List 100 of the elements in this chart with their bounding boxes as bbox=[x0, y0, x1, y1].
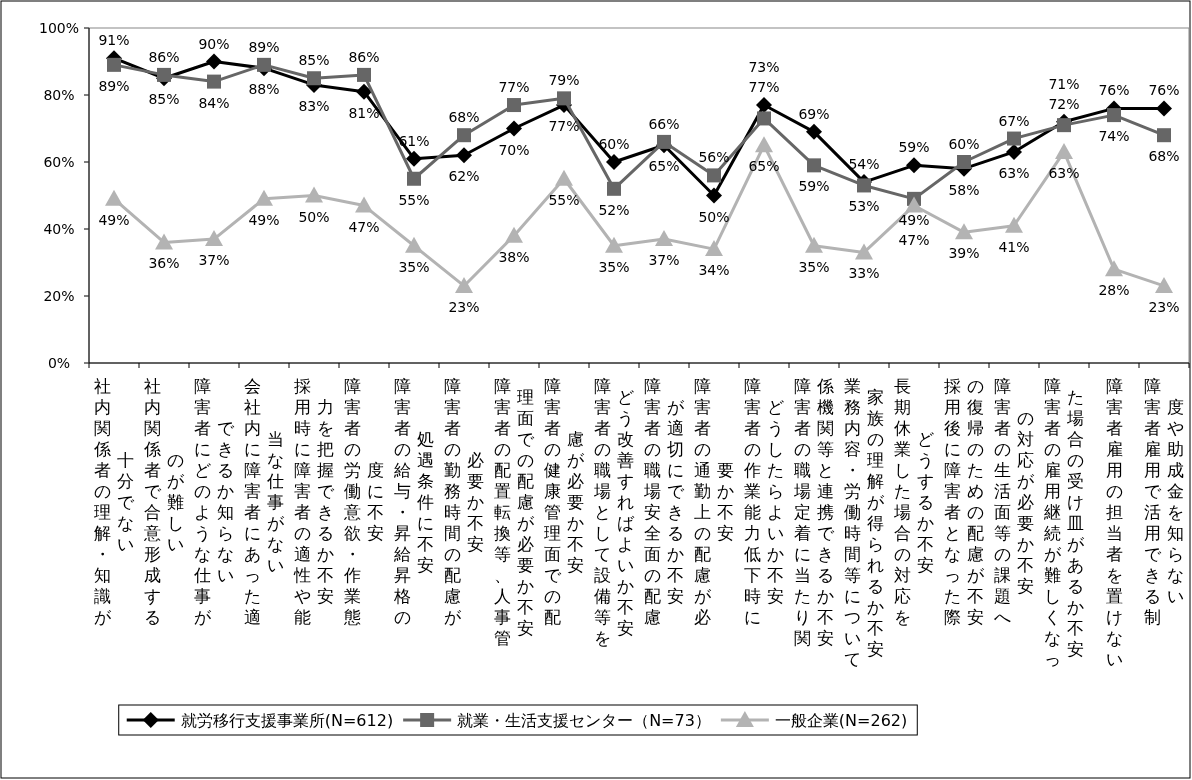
point bbox=[206, 53, 222, 70]
point bbox=[706, 187, 722, 204]
data-label: 89% bbox=[248, 38, 280, 55]
point bbox=[805, 236, 823, 253]
data-label: 56% bbox=[698, 149, 730, 166]
point bbox=[857, 178, 871, 193]
point bbox=[405, 236, 423, 253]
data-label: 28% bbox=[1098, 282, 1130, 299]
data-label: 77% bbox=[498, 79, 530, 96]
data-label: 59% bbox=[898, 139, 930, 156]
data-label: 89% bbox=[98, 77, 130, 94]
point bbox=[1005, 216, 1023, 233]
point bbox=[1156, 100, 1172, 117]
data-label: 41% bbox=[998, 238, 1030, 255]
point bbox=[506, 120, 522, 137]
legend-label: 就労移行支援事業所(N=612) bbox=[180, 711, 394, 730]
point bbox=[707, 168, 721, 183]
data-label: 36% bbox=[148, 255, 180, 272]
point bbox=[205, 230, 223, 247]
data-label: 49% bbox=[898, 211, 930, 228]
category-label: 障害者の職場定着に当たり関係機関等と連携できるか不安 bbox=[794, 376, 834, 648]
point bbox=[905, 196, 923, 213]
data-label: 76% bbox=[1098, 82, 1130, 99]
point bbox=[705, 240, 723, 257]
point bbox=[455, 276, 473, 293]
category-label: 障害者にどのような仕事ができるか知らない bbox=[194, 376, 234, 627]
data-label: 68% bbox=[1148, 148, 1180, 165]
data-label: 79% bbox=[548, 72, 580, 89]
data-label: 55% bbox=[398, 191, 430, 208]
y-tick-label: 80% bbox=[43, 87, 75, 103]
category-label: 障害者の職場安全面の配慮が適切にできるか不安 bbox=[644, 376, 684, 627]
point bbox=[105, 189, 123, 206]
data-label: 65% bbox=[748, 158, 780, 175]
point bbox=[357, 67, 371, 82]
data-label: 62% bbox=[448, 168, 480, 185]
data-label: 66% bbox=[648, 115, 680, 132]
point bbox=[655, 230, 673, 247]
data-label: 47% bbox=[348, 218, 380, 235]
point bbox=[257, 57, 271, 72]
data-label: 86% bbox=[348, 48, 380, 65]
data-label: 67% bbox=[998, 112, 1030, 129]
data-label: 37% bbox=[648, 252, 680, 269]
data-label: 23% bbox=[1148, 298, 1180, 315]
data-label: 77% bbox=[748, 79, 780, 96]
category-label: 障害者雇用の担当者を置けない bbox=[1105, 376, 1123, 669]
point bbox=[1105, 260, 1123, 277]
data-label: 38% bbox=[498, 248, 530, 265]
point bbox=[356, 83, 372, 100]
data-label: 83% bbox=[298, 97, 330, 114]
data-label: 63% bbox=[1048, 164, 1080, 181]
data-label: 84% bbox=[198, 94, 230, 111]
point bbox=[1057, 118, 1071, 133]
data-label: 60% bbox=[948, 136, 980, 152]
point bbox=[406, 150, 422, 167]
point bbox=[555, 169, 573, 186]
data-label: 85% bbox=[148, 91, 180, 108]
point bbox=[906, 157, 922, 174]
legend-label: 就業・生活支援センター（N=73） bbox=[457, 711, 711, 730]
point bbox=[1006, 143, 1022, 160]
point bbox=[255, 189, 273, 206]
data-label: 59% bbox=[798, 178, 830, 195]
point bbox=[155, 233, 173, 250]
data-label: 68% bbox=[448, 109, 480, 126]
data-label: 77% bbox=[548, 118, 580, 135]
point bbox=[607, 181, 621, 196]
point bbox=[1007, 131, 1021, 146]
data-label: 90% bbox=[198, 35, 230, 52]
point bbox=[955, 223, 973, 240]
data-label: 74% bbox=[1098, 128, 1130, 145]
data-label: 49% bbox=[248, 211, 280, 228]
point bbox=[407, 171, 421, 186]
point bbox=[157, 67, 171, 82]
point bbox=[305, 186, 323, 203]
data-label: 91% bbox=[98, 32, 130, 49]
y-tick-label: 20% bbox=[43, 288, 75, 304]
data-label: 39% bbox=[948, 245, 980, 262]
data-label: 58% bbox=[948, 181, 980, 198]
data-label: 71% bbox=[1048, 75, 1080, 92]
data-label: 50% bbox=[698, 208, 730, 225]
point bbox=[807, 158, 821, 173]
point bbox=[355, 196, 373, 213]
point bbox=[457, 128, 471, 143]
data-label: 65% bbox=[648, 158, 680, 175]
point bbox=[1055, 142, 1073, 159]
data-label: 23% bbox=[448, 298, 480, 315]
category-label: 障害者の労働意欲・作業態度に不安 bbox=[344, 376, 384, 627]
category-label: 障害者の作業能力低下時にどうしたらよいか不安 bbox=[744, 376, 784, 627]
point bbox=[605, 236, 623, 253]
point bbox=[755, 136, 773, 153]
data-label: 55% bbox=[548, 191, 580, 208]
data-label: 86% bbox=[148, 48, 180, 65]
data-label: 37% bbox=[198, 252, 230, 269]
point bbox=[756, 97, 772, 114]
point bbox=[307, 71, 321, 86]
point bbox=[207, 74, 221, 89]
data-label: 88% bbox=[248, 81, 280, 98]
point bbox=[1155, 276, 1173, 293]
data-label: 50% bbox=[298, 208, 330, 225]
point bbox=[107, 57, 121, 72]
point bbox=[557, 91, 571, 106]
